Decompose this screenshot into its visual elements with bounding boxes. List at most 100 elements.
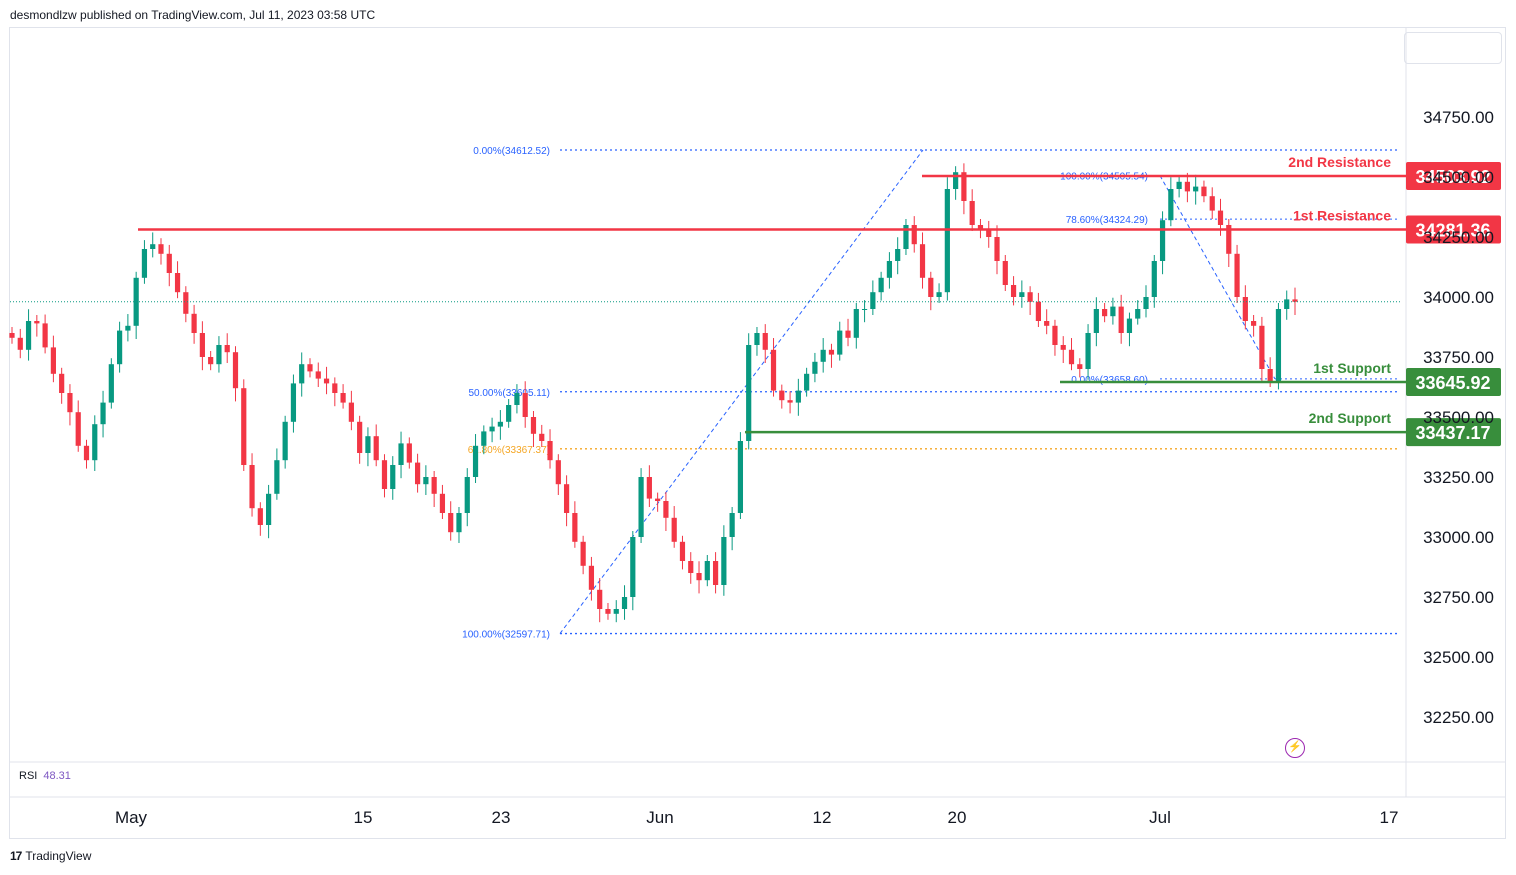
candle-body <box>299 364 305 384</box>
candle-body <box>903 225 909 249</box>
candle-body <box>936 292 942 297</box>
fib-label: 0.00%(34612.52) <box>473 146 550 157</box>
level-label: 2nd Resistance <box>1288 154 1391 170</box>
candle-body <box>282 421 288 461</box>
candle-body <box>67 393 73 413</box>
candle-body <box>1176 181 1182 189</box>
candle-body <box>1118 306 1124 333</box>
fib-trendline <box>1159 175 1276 380</box>
candle-body <box>1052 325 1058 345</box>
candle-body <box>1193 186 1199 192</box>
candle-body <box>1234 253 1240 297</box>
time-tick: Jul <box>1149 808 1171 827</box>
candle-body <box>439 493 446 513</box>
chart-frame <box>9 27 1506 839</box>
candle-body <box>977 225 984 230</box>
candle-body <box>472 445 479 477</box>
candle-body <box>820 349 826 362</box>
candle-body <box>117 330 123 365</box>
candle-body <box>373 436 379 461</box>
price-tick: 32750.00 <box>1423 588 1494 607</box>
candle-body <box>663 501 669 518</box>
candle-body <box>1284 299 1290 309</box>
candle-body <box>1010 285 1017 297</box>
candle-body <box>754 333 760 345</box>
candle-body <box>1267 369 1273 381</box>
candle-body <box>530 417 537 434</box>
candle-body <box>795 390 801 403</box>
candle-body <box>1226 225 1232 254</box>
candle-body <box>17 337 23 350</box>
time-axis: May 15 23 Jun 12 20 Jul 17 <box>115 808 1399 827</box>
time-tick: 12 <box>813 808 832 827</box>
candle-body <box>919 244 926 278</box>
candle-body <box>994 237 1000 261</box>
candle-body <box>853 309 859 338</box>
candle-body <box>1044 321 1050 326</box>
candle-body <box>555 460 561 485</box>
grid <box>10 28 1506 798</box>
candle-body <box>357 421 363 453</box>
rsi-value: 48.31 <box>43 770 71 782</box>
candle-body <box>944 189 950 293</box>
candle-body <box>274 460 280 494</box>
price-tick: 34250.00 <box>1423 228 1494 247</box>
candle-body <box>870 292 876 309</box>
level-label: 1st Support <box>1313 360 1391 376</box>
candle-body <box>266 493 272 525</box>
candle-body <box>1184 181 1190 192</box>
time-tick: 15 <box>354 808 373 827</box>
candle-body <box>1126 318 1133 333</box>
candle-body <box>1259 325 1265 369</box>
candles <box>9 163 1298 623</box>
candle-body <box>489 426 495 432</box>
candle-body <box>365 436 371 453</box>
time-tick: 23 <box>492 808 511 827</box>
candle-body <box>290 383 297 422</box>
candle-body <box>257 508 263 525</box>
candle-body <box>961 172 967 201</box>
candle-body <box>100 402 106 425</box>
candle-body <box>340 393 346 403</box>
candle-body <box>191 313 197 333</box>
price-tag <box>1406 215 1501 244</box>
candle-body <box>621 597 628 609</box>
candle-body <box>348 402 354 422</box>
fib-label: 50.00%(33605.11) <box>468 388 550 399</box>
candle-body <box>804 373 810 391</box>
candle-body <box>406 443 412 463</box>
price-tick: 33250.00 <box>1423 468 1494 487</box>
candle-body <box>92 424 98 461</box>
sr-levels: 2nd Resistance 34503.92 1st Resistance 3428… <box>10 154 1501 447</box>
candle-body <box>1002 261 1008 285</box>
candle-body <box>1275 309 1282 381</box>
candle-body <box>770 349 777 391</box>
candle-body <box>208 357 214 365</box>
candle-body <box>886 261 893 278</box>
rsi-legend[interactable]: RSI 48.31 <box>19 770 71 782</box>
candle-body <box>108 364 114 403</box>
time-tick: Jun <box>646 808 673 827</box>
candle-body <box>1110 306 1116 317</box>
candle-body <box>448 513 454 533</box>
chart-settings-box[interactable] <box>1404 32 1502 64</box>
candle-body <box>655 498 661 501</box>
candle-body <box>456 513 462 533</box>
candle-body <box>746 345 752 441</box>
lightning-icon[interactable]: ⚡ <box>1285 738 1305 758</box>
price-tick: 34750.00 <box>1423 108 1494 127</box>
candle-body <box>704 561 710 581</box>
candle-body <box>547 441 553 461</box>
candle-body <box>630 537 636 597</box>
candle-body <box>1217 210 1224 225</box>
fib-levels: 0.00%(34612.52) 50.00%(33605.11) 61.80%(33… <box>462 146 1400 641</box>
candle-body <box>125 325 131 331</box>
candle-body <box>150 244 156 249</box>
candle-body <box>696 573 702 581</box>
candle-body <box>1035 301 1041 321</box>
candle-body <box>1027 292 1033 302</box>
candle-body <box>1292 299 1298 302</box>
footer-brand: TradingView <box>25 849 92 863</box>
candle-body <box>9 333 15 338</box>
